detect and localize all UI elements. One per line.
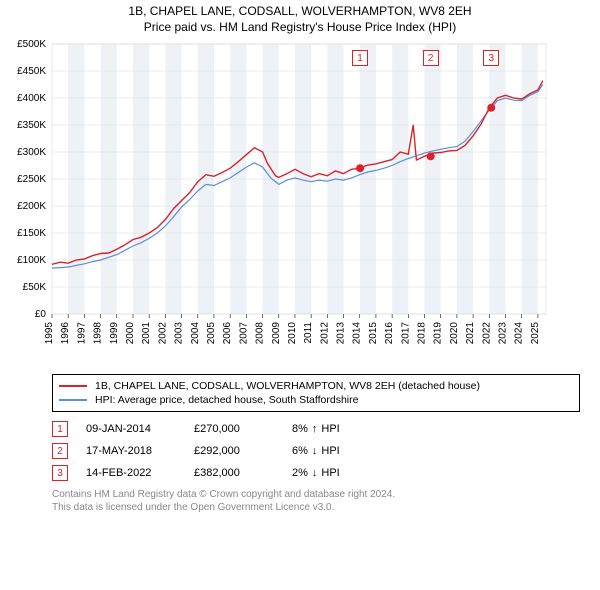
event-badge: 1: [52, 421, 68, 437]
event-row: 2 17-MAY-2018 £292,000 6% ↓ HPI: [52, 440, 580, 462]
svg-text:£500K: £500K: [17, 39, 46, 50]
svg-text:£100K: £100K: [17, 255, 46, 266]
event-delta: 2% ↓ HPI: [292, 467, 340, 479]
legend-row: 1B, CHAPEL LANE, CODSALL, WOLVERHAMPTON,…: [59, 379, 573, 393]
svg-text:£200K: £200K: [17, 201, 46, 212]
svg-text:2018: 2018: [417, 322, 428, 345]
svg-text:2011: 2011: [303, 322, 314, 344]
svg-text:1997: 1997: [76, 322, 87, 345]
event-marker-2: 2: [423, 50, 439, 66]
event-delta: 8% ↑ HPI: [292, 423, 340, 435]
svg-text:1995: 1995: [44, 322, 55, 345]
svg-text:1996: 1996: [60, 322, 71, 345]
svg-text:2023: 2023: [498, 322, 509, 345]
arrow-up-icon: ↑: [312, 423, 318, 435]
svg-text:2007: 2007: [238, 322, 249, 345]
event-row: 1 09-JAN-2014 £270,000 8% ↑ HPI: [52, 418, 580, 440]
event-marker-3: 3: [483, 50, 499, 66]
event-delta: 6% ↓ HPI: [292, 445, 340, 457]
legend-swatch-property: [59, 385, 87, 387]
price-chart: £0 £50K £100K £150K £200K £250K £300K £350K £400…: [0, 38, 600, 368]
svg-text:£50K: £50K: [23, 282, 47, 293]
svg-text:£400K: £400K: [17, 93, 46, 104]
svg-text:2015: 2015: [368, 322, 379, 345]
arrow-down-icon: ↓: [312, 445, 318, 457]
svg-text:1999: 1999: [109, 322, 120, 345]
event-date: 14-FEB-2022: [86, 467, 176, 479]
svg-text:2020: 2020: [449, 322, 460, 345]
svg-text:2010: 2010: [287, 322, 298, 345]
svg-text:2000: 2000: [125, 322, 136, 345]
event-marker-1: 1: [352, 50, 368, 66]
arrow-down-icon: ↓: [312, 467, 318, 479]
svg-text:2006: 2006: [222, 322, 233, 345]
svg-text:2021: 2021: [465, 322, 476, 345]
svg-text:2003: 2003: [174, 322, 185, 345]
svg-text:2019: 2019: [433, 322, 444, 345]
svg-text:2014: 2014: [352, 322, 363, 345]
event-badge: 2: [52, 443, 68, 459]
footer-attribution: Contains HM Land Registry data © Crown c…: [52, 488, 580, 514]
event-row: 3 14-FEB-2022 £382,000 2% ↓ HPI: [52, 462, 580, 484]
event-date: 17-MAY-2018: [86, 445, 176, 457]
footer-line: This data is licensed under the Open Gov…: [52, 501, 580, 514]
chart-subtitle: Price paid vs. HM Land Registry's House …: [0, 18, 600, 38]
svg-text:£150K: £150K: [17, 228, 46, 239]
svg-text:2001: 2001: [141, 322, 152, 345]
footer-line: Contains HM Land Registry data © Crown c…: [52, 488, 580, 501]
event-date: 09-JAN-2014: [86, 423, 176, 435]
svg-text:1998: 1998: [93, 322, 104, 345]
svg-text:2008: 2008: [255, 322, 266, 345]
chart-title: 1B, CHAPEL LANE, CODSALL, WOLVERHAMPTON,…: [0, 0, 600, 18]
svg-text:£250K: £250K: [17, 174, 46, 185]
svg-text:£450K: £450K: [17, 66, 46, 77]
svg-text:2016: 2016: [384, 322, 395, 345]
event-price: £270,000: [194, 423, 274, 435]
legend-label: 1B, CHAPEL LANE, CODSALL, WOLVERHAMPTON,…: [95, 380, 480, 392]
svg-text:2024: 2024: [514, 322, 525, 345]
svg-text:2005: 2005: [206, 322, 217, 345]
event-badge: 3: [52, 465, 68, 481]
legend-row: HPI: Average price, detached house, Sout…: [59, 393, 573, 407]
svg-text:£350K: £350K: [17, 120, 46, 131]
legend-label: HPI: Average price, detached house, Sout…: [95, 394, 358, 406]
svg-text:2002: 2002: [157, 322, 168, 345]
svg-text:2004: 2004: [190, 322, 201, 345]
svg-text:2022: 2022: [481, 322, 492, 345]
legend: 1B, CHAPEL LANE, CODSALL, WOLVERHAMPTON,…: [52, 374, 580, 412]
svg-text:£300K: £300K: [17, 147, 46, 158]
svg-text:£0: £0: [35, 309, 47, 320]
svg-text:2012: 2012: [319, 322, 330, 345]
svg-text:2017: 2017: [400, 322, 411, 345]
event-price: £382,000: [194, 467, 274, 479]
svg-text:2013: 2013: [336, 322, 347, 345]
svg-text:2025: 2025: [530, 322, 541, 345]
svg-text:2009: 2009: [271, 322, 282, 345]
event-price: £292,000: [194, 445, 274, 457]
event-list: 1 09-JAN-2014 £270,000 8% ↑ HPI 2 17-MAY-2018…: [52, 418, 580, 484]
legend-swatch-hpi: [59, 399, 87, 401]
